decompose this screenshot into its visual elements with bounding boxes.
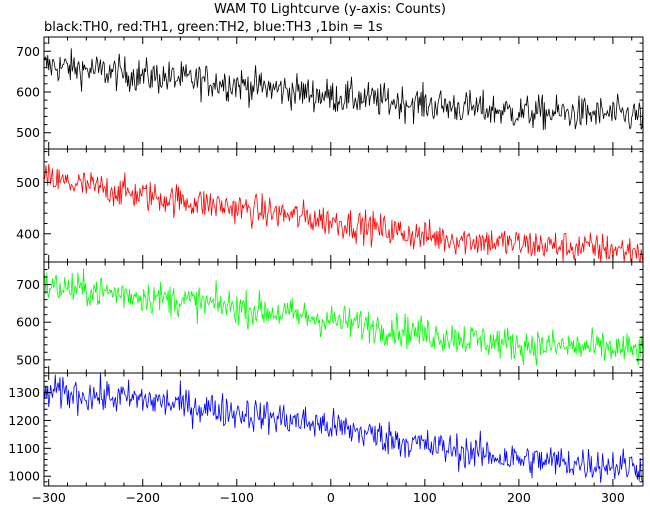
y-tick-label: 500 bbox=[16, 352, 40, 367]
x-tick-label: −300 bbox=[32, 490, 66, 505]
y-tick-label: 500 bbox=[16, 125, 40, 140]
series-line-th0 bbox=[44, 48, 643, 131]
panel-th3: 1000 1100 1200 1300 bbox=[8, 372, 644, 487]
y-tick-label: 1000 bbox=[8, 469, 40, 484]
y-tick-label: 600 bbox=[16, 84, 40, 99]
y-tick-label: 1200 bbox=[8, 413, 40, 428]
series-line-th2 bbox=[44, 268, 643, 367]
panel-frame bbox=[43, 36, 644, 150]
y-tick-label: 600 bbox=[16, 315, 40, 330]
series-line-th1 bbox=[44, 164, 643, 262]
x-tick-label: −100 bbox=[220, 490, 254, 505]
y-tick-label: 700 bbox=[16, 277, 40, 292]
panel-th1: 400 500 bbox=[16, 148, 644, 263]
chart-subtitle: black:TH0, red:TH1, green:TH2, blue:TH3 … bbox=[44, 20, 383, 35]
series-line-th3 bbox=[44, 373, 643, 483]
panel-th0: 500 600 700 bbox=[16, 36, 644, 150]
panel-th2: 500 600 700 bbox=[16, 261, 644, 374]
x-tick-label: 100 bbox=[413, 490, 437, 505]
y-tick-label: 700 bbox=[16, 44, 40, 59]
y-tick-label: 1100 bbox=[8, 441, 40, 456]
x-tick-label: 0 bbox=[327, 490, 335, 505]
y-tick-label: 1300 bbox=[8, 385, 40, 400]
y-tick-label: 400 bbox=[16, 226, 40, 241]
x-tick-label: 300 bbox=[601, 490, 625, 505]
x-tick-label: −200 bbox=[126, 490, 160, 505]
chart-title: WAM T0 Lightcurve (y-axis: Counts) bbox=[214, 2, 446, 17]
x-tick-label: 200 bbox=[507, 490, 531, 505]
y-tick-label: 500 bbox=[16, 175, 40, 190]
panels-group: 5006007004005005006007001000110012001300… bbox=[8, 36, 644, 505]
panel-frame bbox=[43, 372, 644, 487]
